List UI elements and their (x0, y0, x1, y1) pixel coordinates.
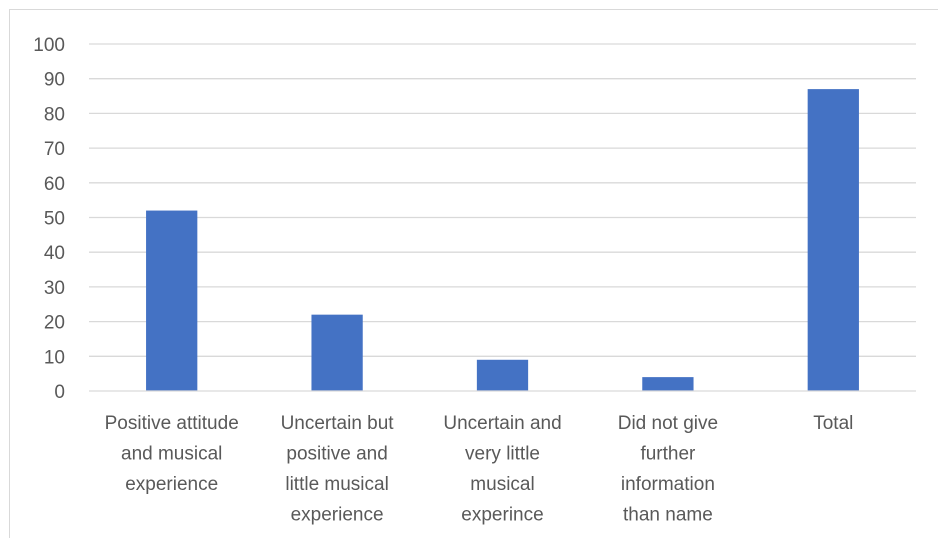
category-label: further (640, 444, 696, 465)
y-tick-label: 40 (44, 243, 65, 264)
category-label: Uncertain and (443, 413, 561, 434)
category-label: little musical (285, 474, 388, 495)
y-tick-label: 0 (54, 382, 65, 403)
bar (146, 210, 198, 391)
y-tick-label: 60 (44, 174, 65, 195)
category-label: Uncertain but (281, 413, 395, 434)
y-tick-label: 100 (33, 35, 65, 56)
y-tick-label: 50 (44, 209, 65, 230)
category-label: information (621, 474, 715, 495)
category-label: than name (623, 505, 713, 526)
y-tick-label: 80 (44, 104, 65, 125)
category-label: experience (291, 505, 384, 526)
y-axis-ticks: 0 10 20 30 40 50 60 70 80 90 100 (33, 35, 65, 403)
bar (476, 359, 529, 391)
category-label: positive and (286, 444, 387, 465)
bar (807, 89, 859, 392)
y-tick-label: 30 (44, 278, 65, 299)
bar (642, 377, 694, 391)
bar (311, 314, 363, 391)
gridlines (89, 43, 916, 357)
category-label: experience (125, 474, 218, 495)
category-label: musical (470, 474, 534, 495)
category-label: and musical (121, 444, 222, 465)
category-label: Did not give (618, 413, 718, 434)
category-label: Positive attitude (105, 413, 239, 434)
category-label: Total (813, 413, 853, 434)
y-tick-label: 20 (44, 313, 65, 334)
y-tick-label: 70 (44, 139, 65, 160)
category-labels: Positive attitude and musical experience Un… (105, 413, 854, 526)
bars (146, 89, 859, 392)
category-label: very little (465, 444, 540, 465)
y-tick-label: 90 (44, 70, 65, 91)
category-label: experince (461, 505, 543, 526)
y-tick-label: 10 (44, 347, 65, 368)
